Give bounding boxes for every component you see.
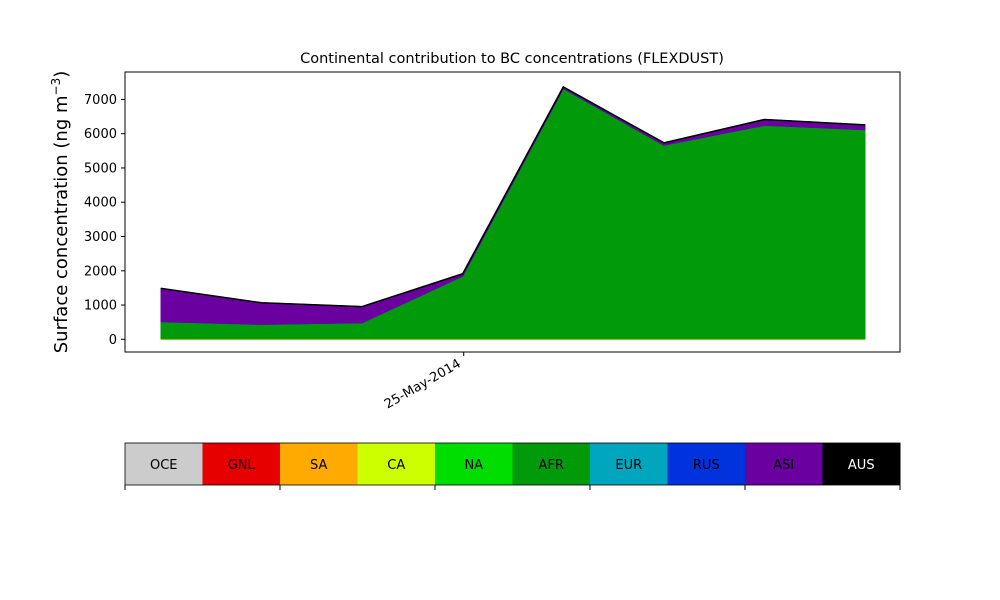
colorbar-swatch-rus [667, 443, 746, 485]
stacked-areas [160, 85, 866, 340]
y-tick-label: 0 [109, 333, 117, 348]
plot-area: 0 1000 2000 3000 4000 5000 6000 7000 25-May-201… [84, 71, 901, 412]
colorbar-swatch-ca [357, 443, 436, 485]
colorbar-label-oce: OCE [150, 458, 178, 473]
x-axis-ticks: 25-May-2014 [382, 352, 465, 412]
total-outline [160, 85, 866, 308]
y-tick-label: 5000 [84, 161, 117, 176]
colorbar-label-rus: RUS [693, 458, 720, 473]
colorbar-label-sa: SA [310, 458, 327, 473]
colorbar-swatch-eur [590, 443, 668, 485]
chart-title: Continental contribution to BC concentra… [300, 51, 724, 67]
colorbar-label-asi: ASI [773, 458, 794, 473]
colorbar-swatch-asi [745, 443, 823, 485]
y-tick-label: 6000 [84, 127, 117, 142]
colorbar-label-gnl: GNL [228, 458, 256, 473]
y-tick-label: 1000 [84, 299, 117, 314]
y-tick-label: 3000 [84, 230, 117, 245]
y-tick-label: 7000 [84, 93, 117, 108]
colorbar-label-na: NA [464, 458, 483, 473]
y-tick-label: 2000 [84, 264, 117, 279]
plot-frame [124, 71, 901, 353]
y-axis-label-superscript: −3 [49, 78, 63, 96]
colorbar-label-eur: EUR [615, 458, 642, 473]
colorbar-label-ca: CA [387, 458, 405, 473]
colorbar-swatch-sa [280, 443, 358, 485]
colorbar-swatch-aus [822, 443, 901, 485]
colorbar-swatch-gnl [202, 443, 281, 485]
x-tick-label: 25-May-2014 [382, 356, 464, 412]
region-colorbar: OCE GNL SA CA NA AFR EUR RUS ASI AUS [124, 442, 901, 490]
colorbar-label-aus: AUS [848, 458, 875, 473]
colorbar-swatch-afr [512, 443, 591, 485]
colorbar-label-afr: AFR [539, 458, 564, 473]
colorbar-frame [124, 442, 901, 486]
y-axis-label: Surface concentration (ng m−3) [49, 71, 72, 354]
y-axis-ticks: 0 1000 2000 3000 4000 5000 6000 7000 [84, 93, 125, 348]
colorbar-swatch-oce [125, 443, 203, 485]
y-tick-label: 4000 [84, 196, 117, 211]
y-axis-label-suffix: ) [51, 71, 72, 78]
colorbar-swatch-na [435, 443, 513, 485]
y-axis-label-main: Surface concentration (ng m [51, 95, 72, 353]
